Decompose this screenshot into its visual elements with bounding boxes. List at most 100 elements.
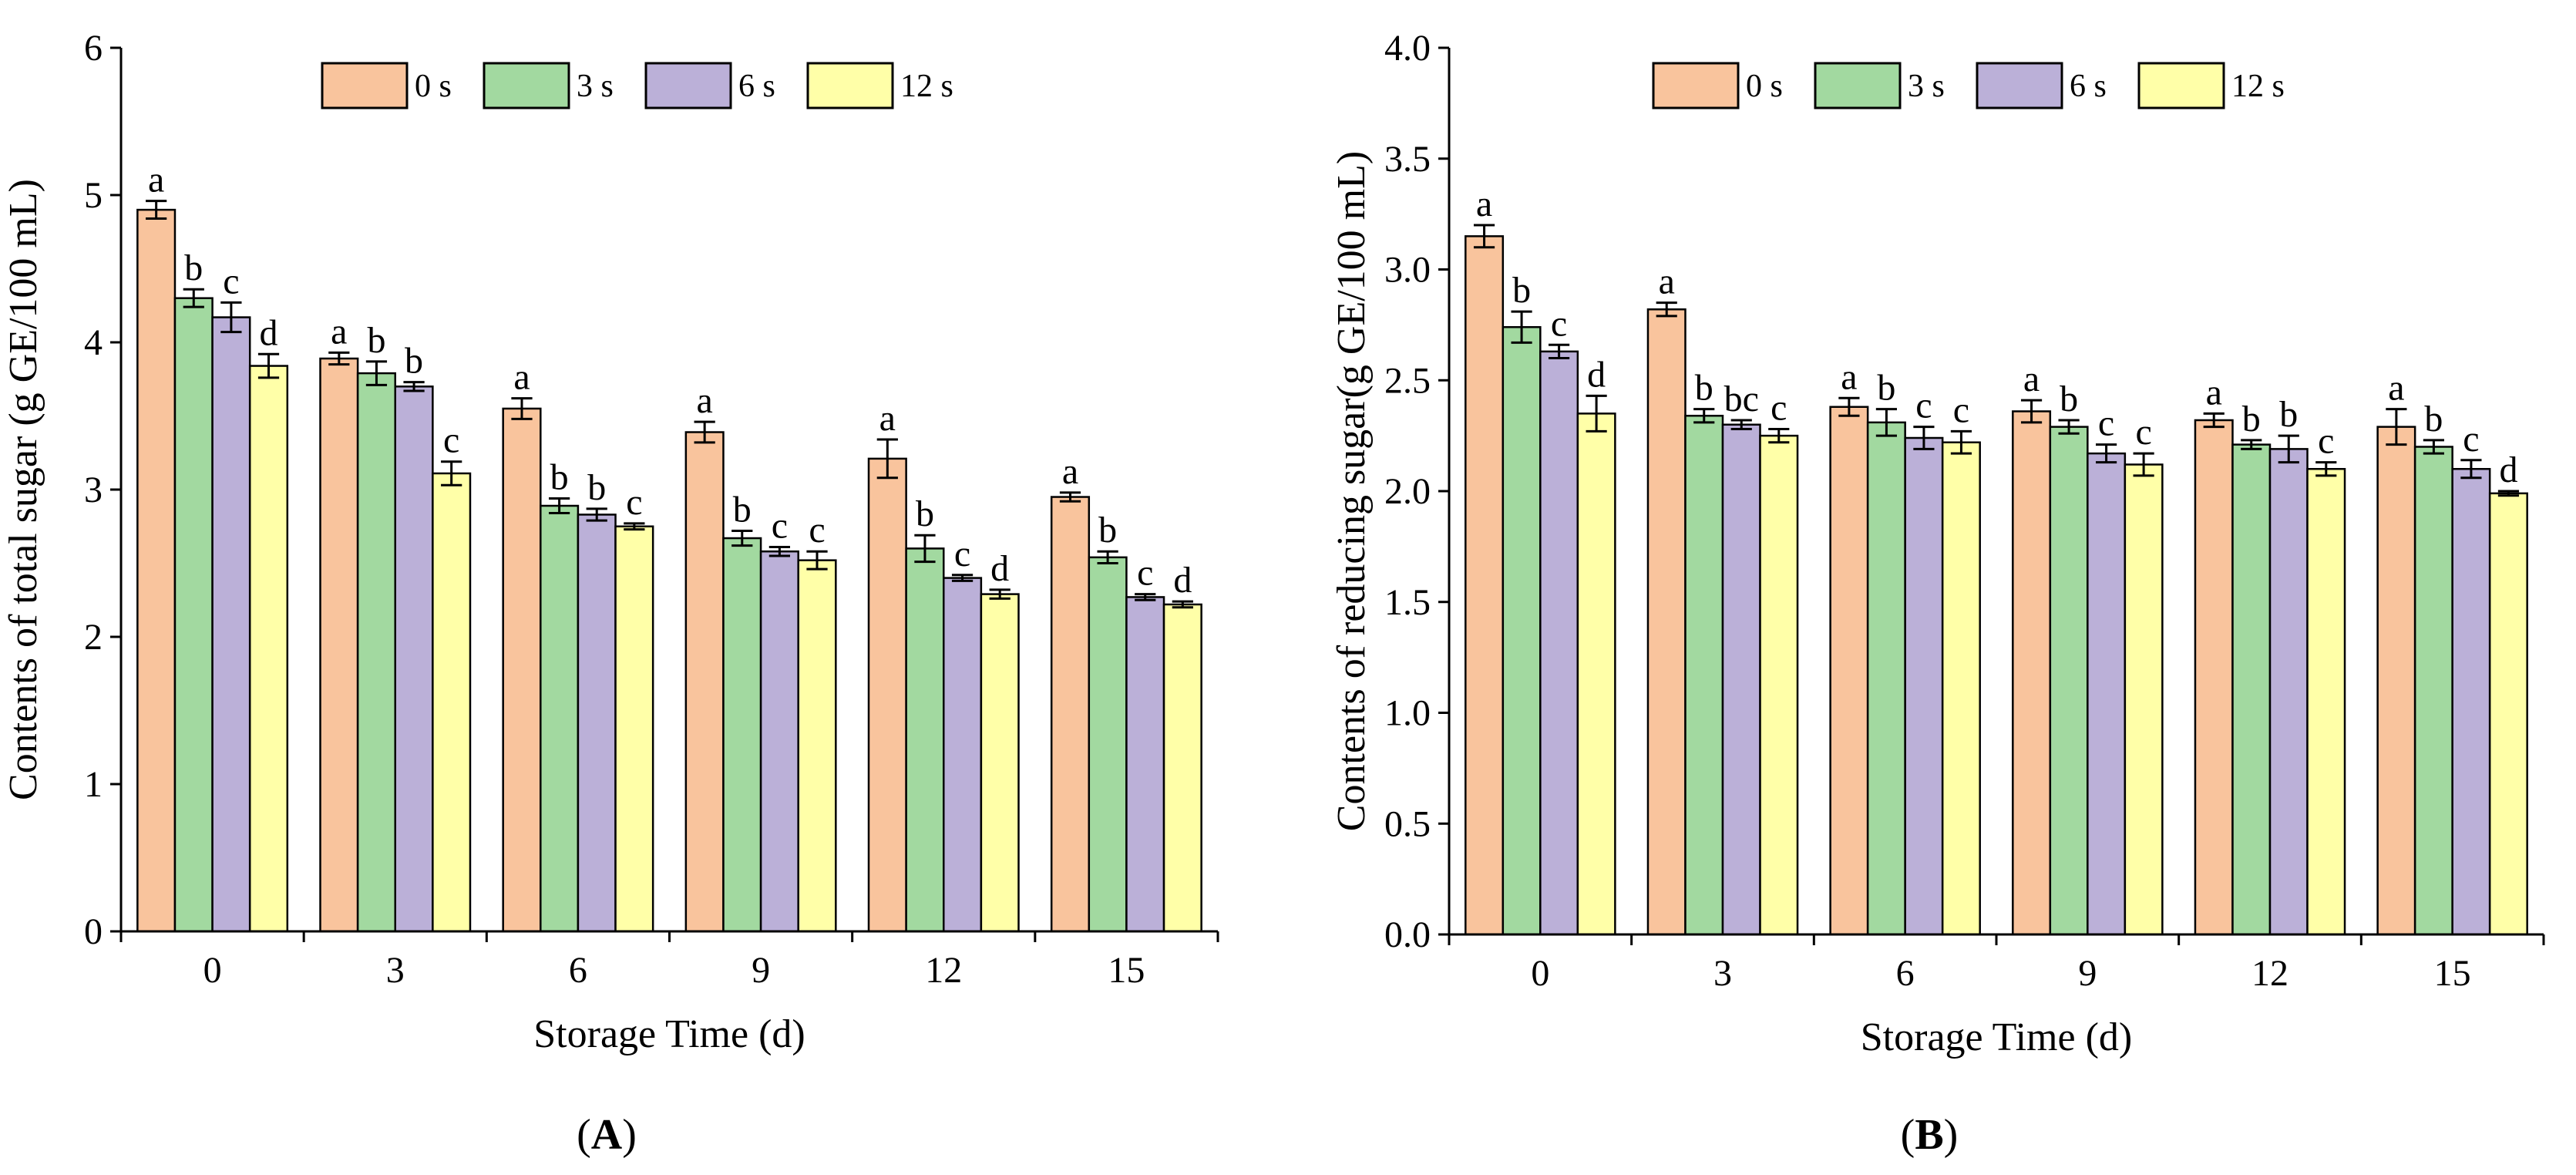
bar (1721, 423, 1761, 936)
panel-label: (A) (577, 1111, 637, 1159)
bar (2268, 448, 2309, 936)
error-bar (1693, 408, 1715, 424)
significance-letter: b (2279, 394, 2298, 435)
error-bar (731, 529, 753, 547)
error-bar (806, 550, 828, 571)
bar (1162, 603, 1202, 933)
error-bar (586, 507, 607, 522)
error-bar (1059, 491, 1081, 503)
significance-letter: bc (1724, 379, 1759, 419)
x-tick-label: 12 (2251, 953, 2288, 994)
significance-letter: b (367, 320, 385, 361)
error-bar (403, 381, 425, 392)
significance-letter: c (1551, 303, 1567, 344)
error-bar (2460, 459, 2482, 480)
error-bar (2058, 419, 2080, 435)
error-bar (511, 397, 533, 420)
significance-letter: a (1841, 356, 1857, 397)
legend-label: 3 s (577, 69, 614, 104)
error-bar (624, 522, 645, 531)
x-tick-label: 3 (1713, 953, 1732, 994)
error-bar (1656, 301, 1677, 318)
bar (1904, 436, 1944, 936)
significance-letter: c (223, 261, 239, 301)
bar (722, 537, 762, 933)
significance-letter: c (2135, 412, 2151, 453)
significance-letter: b (1512, 270, 1531, 311)
significance-letter: d (1587, 354, 1606, 395)
y-tick-label: 0.5 (1384, 803, 1431, 844)
error-bar (768, 545, 791, 557)
x-tick-label: 12 (925, 950, 962, 991)
error-bar (2203, 412, 2225, 429)
bar (2124, 463, 2164, 936)
legend-label: 6 s (2070, 69, 2107, 104)
significance-letter: b (405, 341, 423, 382)
bar (1829, 406, 1869, 936)
significance-letter: c (626, 482, 642, 523)
error-bar (2020, 399, 2043, 424)
significance-letter: c (1771, 388, 1787, 429)
significance-letter: a (1476, 183, 1492, 224)
error-bar (2241, 439, 2262, 450)
bar (2413, 446, 2453, 936)
error-bar (694, 420, 715, 444)
bar (2087, 452, 2127, 936)
error-bar (183, 288, 204, 308)
y-axis-title: Contents of total sugar (g GE/100 mL) (2, 179, 45, 800)
error-bar (1950, 429, 1972, 455)
error-bar (2278, 434, 2299, 464)
significance-letter: c (1953, 389, 1969, 430)
panel-label-part: ( (1901, 1111, 1915, 1159)
error-bar (1913, 426, 1935, 450)
legend-label: 0 s (1746, 69, 1783, 104)
significance-letter: b (1877, 368, 1895, 409)
bar (943, 577, 983, 933)
error-bar (328, 351, 350, 366)
significance-letter: c (2318, 421, 2334, 462)
bar (136, 208, 177, 933)
bar (1684, 415, 1724, 936)
significance-letter: b (2060, 379, 2078, 419)
error-bar (1549, 343, 1570, 359)
error-bar (914, 534, 936, 564)
x-tick-label: 9 (2078, 953, 2097, 994)
error-bar (1097, 550, 1118, 564)
error-bar (146, 200, 167, 221)
x-tick-label: 0 (203, 950, 222, 991)
y-tick-label: 3.0 (1384, 250, 1431, 291)
bar (2451, 468, 2491, 936)
y-tick-label: 2.5 (1384, 360, 1431, 401)
bar (1502, 326, 1542, 936)
bar (2488, 492, 2528, 936)
significance-letter: c (443, 420, 459, 461)
significance-letter: d (2499, 449, 2517, 490)
bar (797, 559, 837, 933)
error-bar (1768, 428, 1790, 444)
bar (1050, 496, 1091, 933)
panel-label: (B) (1901, 1111, 1959, 1159)
bar (248, 365, 289, 933)
y-tick-label: 4.0 (1384, 28, 1431, 69)
x-tick-label: 6 (1896, 953, 1915, 994)
significance-letter: d (1173, 560, 1192, 601)
legend-label: 3 s (1908, 69, 1945, 104)
significance-letter: d (260, 312, 278, 353)
x-axis-title: Storage Time (d) (533, 1012, 805, 1056)
bar (1465, 235, 1505, 936)
bar (1088, 556, 1128, 933)
panel-label-part: A (591, 1111, 623, 1159)
significance-letter: a (2388, 368, 2404, 409)
significance-letter: a (879, 398, 896, 439)
bar (394, 385, 434, 933)
error-bar (1586, 394, 1607, 433)
y-tick-label: 4 (84, 322, 103, 363)
error-bar (2133, 452, 2154, 477)
legend-swatch (483, 62, 570, 109)
bar (684, 431, 725, 933)
significance-letter: a (513, 357, 530, 398)
significance-letter: c (2463, 419, 2479, 460)
legend-label: 6 s (738, 69, 775, 104)
significance-letter: b (733, 489, 752, 530)
